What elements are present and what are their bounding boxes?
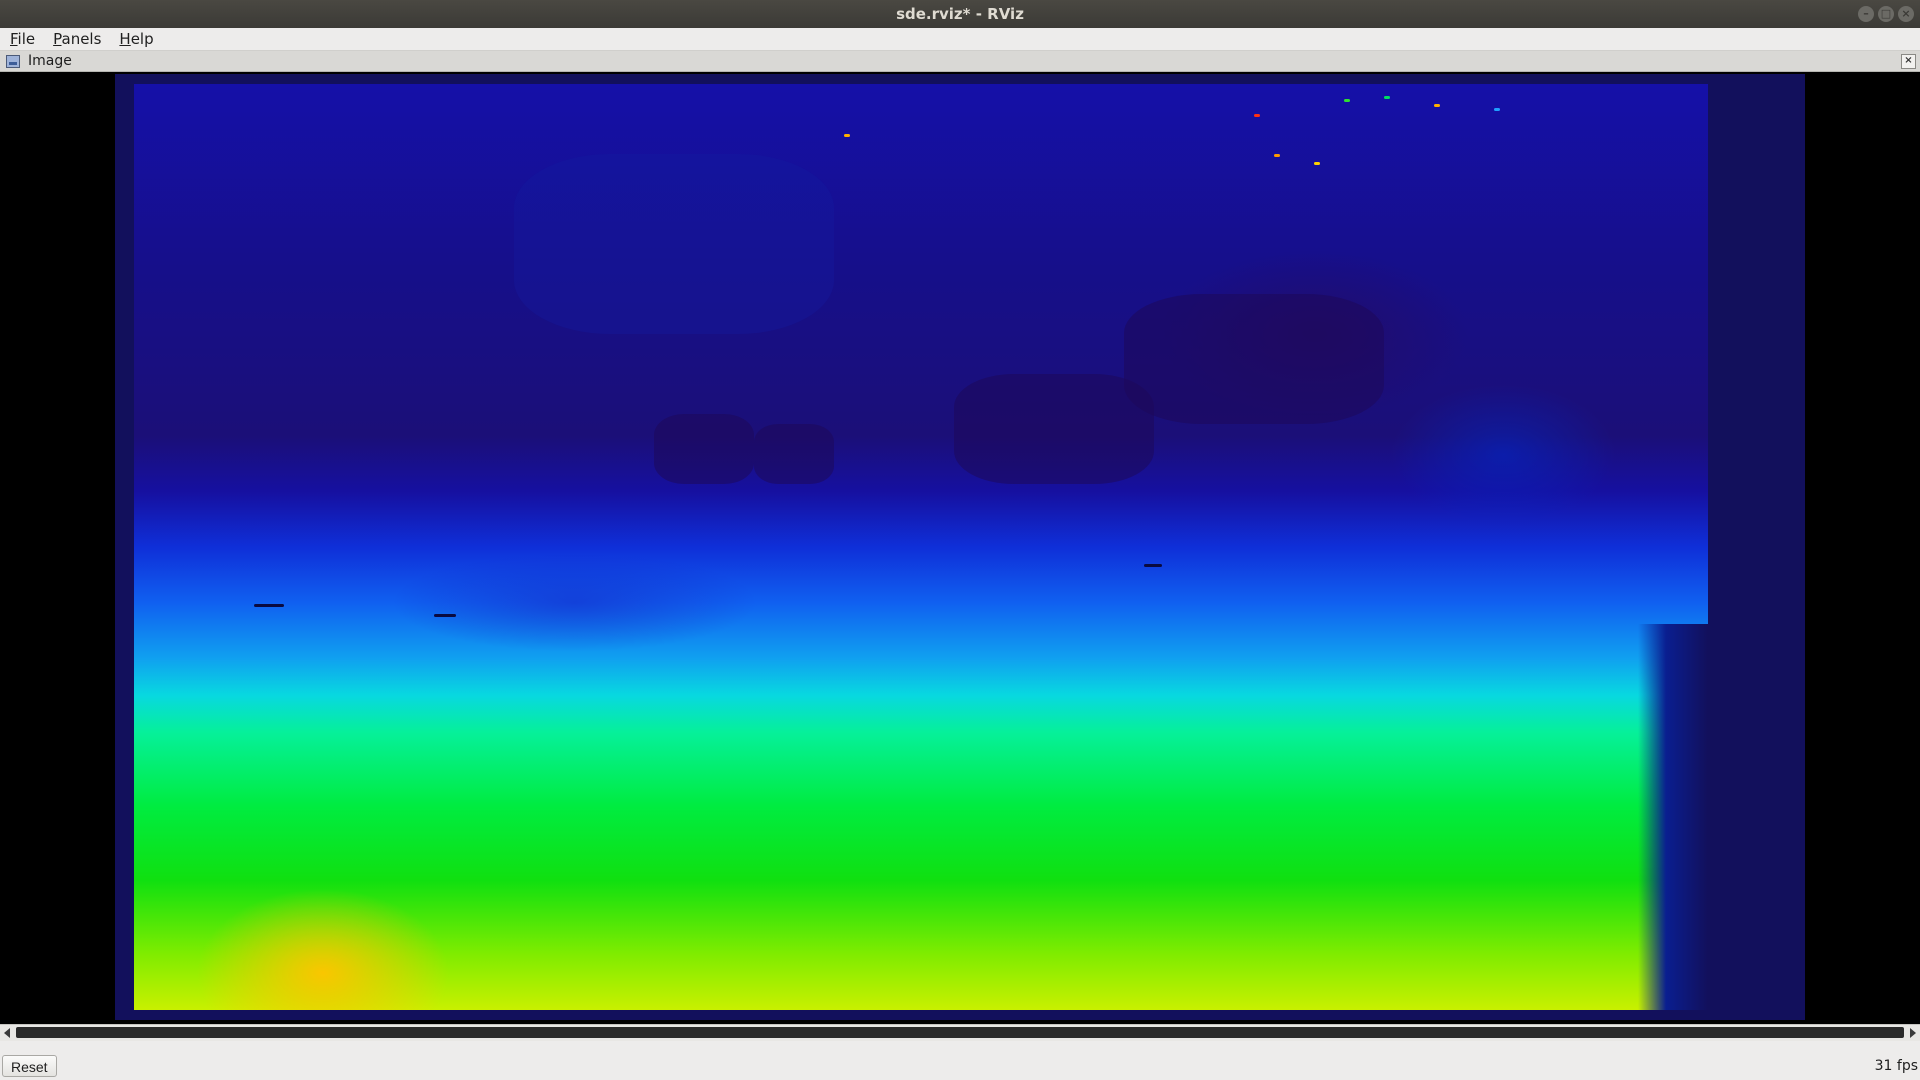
panel-close-icon[interactable]: × (1901, 54, 1916, 69)
depth-speckle (1344, 99, 1350, 102)
depth-speckle (1144, 564, 1162, 567)
menu-file-label: ile (17, 30, 36, 48)
depth-speckle (434, 614, 456, 617)
image-panel-header: Image × (0, 51, 1920, 72)
depth-region (514, 154, 834, 334)
image-panel-title: Image (28, 53, 72, 69)
depth-region (654, 414, 754, 484)
menubar: File Panels Help (0, 28, 1920, 51)
scrollbar-thumb[interactable] (16, 1027, 1904, 1038)
depth-speckle (1254, 114, 1260, 117)
window-controls: – □ × (1858, 6, 1914, 22)
window-title: sde.rviz* - RViz (896, 5, 1024, 23)
menu-help-label: elp (130, 30, 154, 48)
depth-speckle (1314, 162, 1320, 165)
statusbar: Reset 31 fps (0, 1041, 1920, 1080)
depth-speckle (1434, 104, 1440, 107)
menu-file-mnemonic: F (10, 30, 18, 48)
image-panel-icon (6, 54, 20, 68)
depth-speckle (1384, 96, 1390, 99)
depth-region (1124, 294, 1384, 424)
depth-speckle (1274, 154, 1280, 157)
depth-image (134, 84, 1708, 1010)
menu-panels[interactable]: Panels (43, 30, 109, 48)
depth-image-frame (115, 74, 1805, 1020)
depth-speckle (844, 134, 850, 137)
depth-speckle (1494, 108, 1500, 111)
window-titlebar: sde.rviz* - RViz – □ × (0, 0, 1920, 28)
menu-help[interactable]: Help (109, 30, 161, 48)
depth-right-edge (1638, 624, 1708, 1010)
depth-speckle (254, 604, 284, 607)
image-viewport[interactable] (0, 72, 1920, 1024)
fps-readout: 31 fps (1874, 1058, 1918, 1074)
scroll-left-icon[interactable] (4, 1028, 10, 1038)
menu-help-mnemonic: H (119, 30, 131, 48)
depth-region (754, 424, 834, 484)
close-icon[interactable]: × (1898, 6, 1914, 22)
minimize-icon[interactable]: – (1858, 6, 1874, 22)
maximize-icon[interactable]: □ (1878, 6, 1894, 22)
menu-panels-label: anels (61, 30, 102, 48)
horizontal-scrollbar[interactable] (0, 1024, 1920, 1041)
menu-file[interactable]: File (0, 30, 43, 48)
reset-button[interactable]: Reset (2, 1055, 57, 1077)
depth-region (954, 374, 1154, 484)
scroll-right-icon[interactable] (1910, 1028, 1916, 1038)
menu-panels-mnemonic: P (53, 30, 62, 48)
